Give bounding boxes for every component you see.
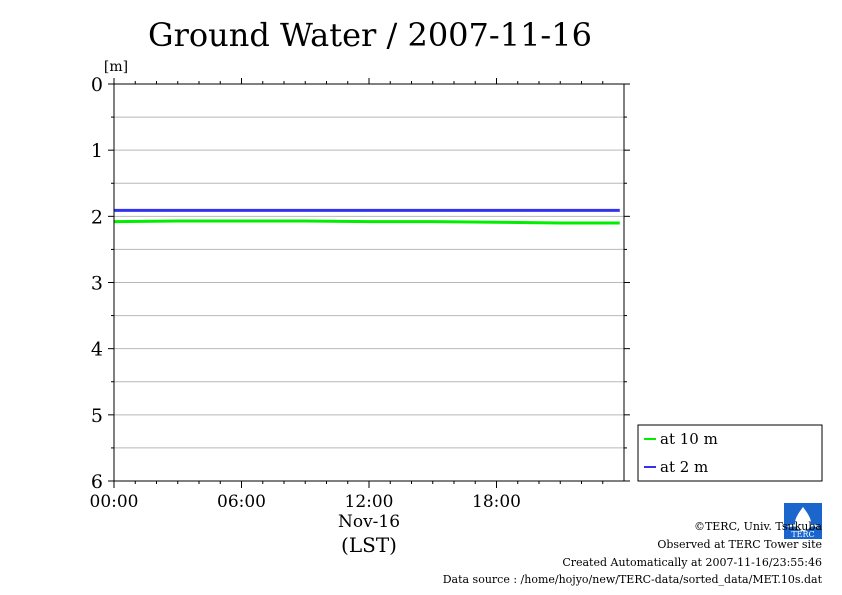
y-tick-label: 0 bbox=[91, 74, 103, 96]
legend-box bbox=[637, 424, 823, 482]
y-tick-label: 3 bbox=[91, 273, 103, 295]
y-tick-label: 2 bbox=[91, 206, 103, 228]
x-tick-label: 06:00 bbox=[217, 492, 266, 512]
wave-icon bbox=[787, 524, 819, 531]
chart-title: Ground Water / 2007-11-16 bbox=[148, 16, 592, 54]
legend: at 10 m at 2 m bbox=[637, 424, 823, 482]
legend-label: at 10 m bbox=[660, 430, 718, 448]
y-axis-label: [m] bbox=[104, 59, 128, 75]
x-unit-label: (LST) bbox=[341, 533, 397, 557]
footer-source: Data source : /home/hojyo/new/TERC-data/… bbox=[442, 573, 822, 586]
footer-observed: Observed at TERC Tower site bbox=[657, 538, 822, 551]
terc-logo: TERC bbox=[784, 503, 822, 539]
series-lines bbox=[113, 208, 620, 225]
y-tick-label: 4 bbox=[91, 339, 103, 361]
legend-items: at 10 m at 2 m bbox=[644, 430, 718, 476]
y-tick-label: 6 bbox=[91, 471, 103, 493]
axis-ticks: 0 1 2 3 4 5 600:00 06:00 12:00 18:00 bbox=[90, 74, 630, 512]
x-tick-label: 12:00 bbox=[345, 492, 394, 512]
x-tick-label: 00:00 bbox=[90, 492, 139, 512]
legend-label: at 2 m bbox=[660, 458, 708, 476]
footer-created: Created Automatically at 2007-11-16/23:5… bbox=[562, 556, 822, 569]
x-tick-label: 18:00 bbox=[472, 492, 521, 512]
series-line-at-10m bbox=[113, 219, 620, 225]
x-date-label: Nov-16 bbox=[338, 512, 400, 532]
water-drop-icon bbox=[795, 507, 811, 531]
footer-copyright: ©TERC, Univ. Tsukuba bbox=[693, 520, 822, 533]
y-tick-label: 1 bbox=[91, 140, 103, 162]
y-tick-label: 5 bbox=[91, 405, 103, 427]
gridlines bbox=[114, 116, 624, 449]
logo-text: TERC bbox=[791, 530, 814, 539]
